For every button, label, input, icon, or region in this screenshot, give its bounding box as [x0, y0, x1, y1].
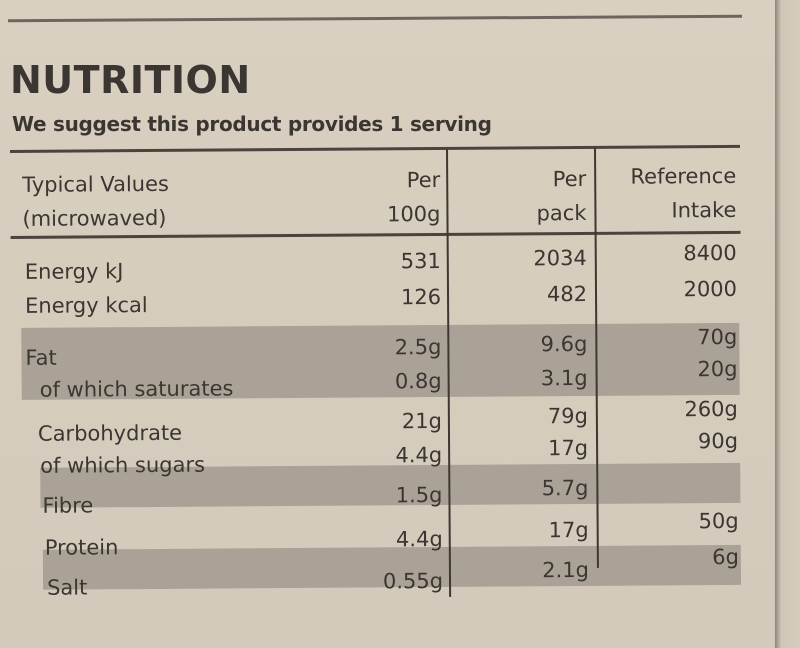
row-name: Energy kcal — [25, 293, 148, 318]
row-ri: 70g — [697, 324, 738, 350]
row-perpack: 482 — [546, 281, 588, 307]
header-intake: Intake — [671, 197, 737, 223]
row-name: Energy kJ — [24, 259, 124, 284]
header-per-pack-2: pack — [536, 200, 587, 226]
header-per-pack-1: Per — [552, 166, 587, 192]
header-100g: 100g — [386, 201, 441, 227]
row-per100g: 0.55g — [382, 568, 444, 594]
header-microwaved: (microwaved) — [22, 205, 167, 231]
row-per100g: 0.8g — [394, 368, 442, 394]
row-perpack: 2.1g — [542, 557, 590, 583]
row-perpack: 79g — [547, 403, 588, 429]
row-per100g: 4.4g — [395, 526, 443, 552]
row-per100g: 2.5g — [394, 334, 442, 360]
row-name: of which sugars — [40, 452, 206, 478]
row-perpack: 17g — [548, 517, 589, 543]
row-ri: 260g — [684, 396, 738, 422]
row-ri: 2000 — [683, 276, 738, 302]
row-per100g: 531 — [400, 248, 441, 274]
row-name: Carbohydrate — [37, 420, 183, 446]
row-perpack: 5.7g — [541, 475, 589, 501]
row-ri: 90g — [697, 428, 739, 454]
row-name: Fat — [25, 345, 57, 370]
package-edge — [775, 0, 800, 648]
header-per: Per — [406, 167, 441, 193]
row-per100g: 4.4g — [395, 442, 443, 468]
row-perpack: 2034 — [533, 245, 587, 271]
header-reference: Reference — [630, 163, 737, 189]
row-ri: 6g — [712, 544, 739, 570]
row-name: Fibre — [42, 493, 94, 518]
row-perpack: 9.6g — [540, 331, 588, 357]
row-per100g: 126 — [400, 284, 442, 310]
row-name: Salt — [46, 575, 88, 600]
row-perpack: 3.1g — [540, 365, 588, 391]
header-typical-values: Typical Values — [22, 171, 170, 197]
row-ri: 50g — [698, 508, 739, 534]
row-perpack: 17g — [547, 435, 589, 461]
row-name: Protein — [44, 535, 119, 560]
serving-note: We suggest this product provides 1 servi… — [12, 112, 492, 136]
nutrition-table: Typical Values (microwaved) Per 100g Per… — [10, 144, 743, 610]
nutrition-title: NUTRITION — [10, 58, 251, 102]
row-per100g: 21g — [401, 408, 442, 434]
row-name: of which saturates — [39, 376, 234, 402]
row-ri: 8400 — [683, 240, 737, 266]
row-per100g: 1.5g — [395, 482, 443, 508]
row-ri: 20g — [697, 356, 738, 382]
